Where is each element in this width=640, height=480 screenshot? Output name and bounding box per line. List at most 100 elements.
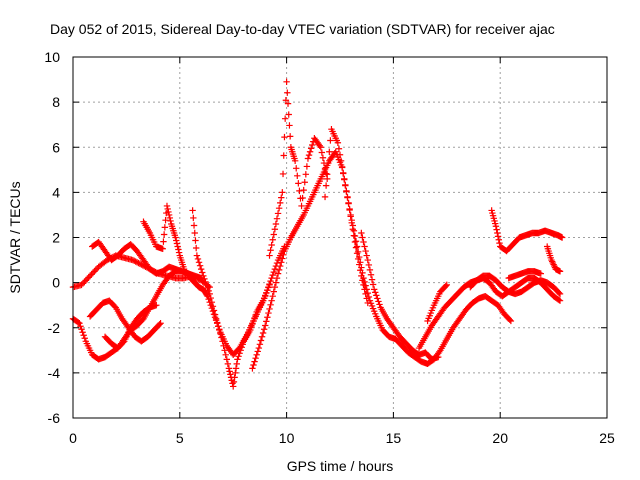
data-point bbox=[357, 259, 364, 266]
data-point bbox=[375, 298, 382, 305]
data-point bbox=[274, 270, 282, 277]
data-point bbox=[227, 371, 234, 378]
y-tick-label: 10 bbox=[44, 49, 60, 65]
data-point bbox=[209, 303, 217, 310]
data-point bbox=[269, 271, 276, 279]
data-point bbox=[136, 260, 144, 268]
y-tick-label: -6 bbox=[48, 410, 61, 426]
y-tick-label: 6 bbox=[52, 139, 60, 155]
data-point bbox=[555, 289, 563, 296]
data-point bbox=[506, 316, 514, 324]
data-point bbox=[353, 243, 361, 250]
series-arc-11 bbox=[321, 126, 515, 368]
data-point bbox=[275, 204, 283, 212]
data-point bbox=[345, 199, 352, 207]
data-point bbox=[217, 330, 224, 337]
data-point bbox=[351, 232, 359, 240]
data-point bbox=[86, 272, 94, 280]
data-point bbox=[372, 289, 379, 296]
data-point bbox=[207, 294, 214, 302]
data-point bbox=[364, 256, 371, 264]
data-point bbox=[219, 338, 226, 345]
data-point bbox=[166, 214, 174, 222]
data-point bbox=[322, 182, 330, 189]
data-points bbox=[69, 78, 566, 390]
x-tick-label: 10 bbox=[279, 430, 295, 446]
data-point bbox=[343, 187, 350, 195]
data-point bbox=[436, 348, 443, 356]
data-point bbox=[119, 339, 127, 346]
data-point bbox=[85, 274, 92, 281]
data-point bbox=[558, 234, 566, 241]
data-point bbox=[356, 253, 363, 261]
data-point bbox=[230, 378, 238, 386]
data-point bbox=[346, 205, 353, 213]
data-point bbox=[442, 282, 449, 290]
data-point bbox=[374, 295, 381, 302]
data-point bbox=[363, 252, 370, 259]
data-point bbox=[159, 245, 166, 252]
data-point bbox=[173, 237, 180, 244]
data-point bbox=[203, 291, 211, 299]
data-point bbox=[276, 199, 284, 207]
data-point bbox=[279, 170, 287, 178]
data-point bbox=[251, 314, 258, 322]
data-point bbox=[274, 210, 282, 217]
data-point bbox=[361, 243, 368, 250]
data-point bbox=[264, 314, 271, 321]
data-point bbox=[225, 365, 233, 372]
data-point bbox=[84, 275, 91, 283]
data-point bbox=[262, 322, 269, 329]
data-point bbox=[131, 257, 138, 265]
data-point bbox=[81, 278, 88, 286]
data-point bbox=[323, 171, 331, 178]
data-point bbox=[211, 311, 219, 318]
series-arc-8 bbox=[189, 207, 273, 390]
data-point bbox=[351, 238, 359, 246]
data-point bbox=[283, 78, 290, 86]
data-point bbox=[548, 258, 556, 265]
data-point bbox=[269, 236, 276, 243]
data-point bbox=[373, 292, 380, 299]
data-point bbox=[79, 329, 86, 336]
data-point bbox=[193, 252, 201, 259]
data-point bbox=[304, 155, 312, 162]
data-point bbox=[275, 266, 283, 274]
data-point bbox=[353, 250, 361, 257]
data-point bbox=[233, 360, 240, 368]
data-point bbox=[215, 323, 222, 330]
x-tick-label: 0 bbox=[69, 430, 77, 446]
data-point bbox=[165, 211, 173, 219]
data-point bbox=[220, 342, 227, 349]
data-point bbox=[226, 368, 233, 375]
data-point bbox=[205, 287, 212, 295]
data-point bbox=[161, 224, 169, 231]
data-point bbox=[359, 234, 366, 241]
data-point bbox=[299, 194, 306, 202]
series-arc-16 bbox=[488, 207, 566, 255]
data-point bbox=[362, 247, 369, 255]
data-point bbox=[309, 141, 316, 149]
data-point bbox=[269, 292, 276, 300]
data-point bbox=[281, 115, 289, 122]
data-point bbox=[237, 347, 244, 354]
series-arc-14 bbox=[424, 281, 450, 325]
data-point bbox=[192, 274, 199, 281]
data-point bbox=[549, 259, 557, 267]
data-point bbox=[321, 165, 329, 172]
data-point bbox=[270, 288, 277, 295]
data-point bbox=[165, 208, 172, 216]
data-point bbox=[254, 348, 261, 355]
data-point bbox=[265, 309, 272, 317]
data-point bbox=[350, 227, 358, 234]
data-point bbox=[443, 281, 450, 289]
data-point bbox=[234, 356, 241, 363]
data-point bbox=[194, 255, 202, 263]
data-point bbox=[267, 247, 274, 254]
data-point bbox=[272, 220, 280, 228]
data-point bbox=[192, 237, 199, 244]
data-point bbox=[370, 286, 378, 293]
x-tick-labels: 0 5 10 15 20 25 bbox=[69, 430, 615, 446]
data-point bbox=[366, 266, 374, 274]
